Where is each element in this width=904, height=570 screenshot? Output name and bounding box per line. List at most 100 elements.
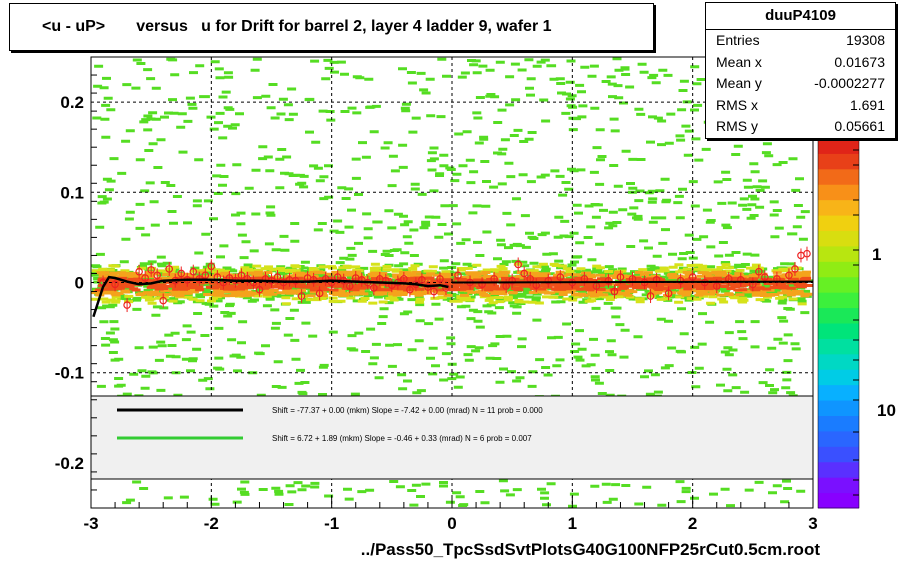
profile-point [201,271,210,280]
profile-point [646,292,655,300]
profile-point [604,276,613,285]
profile-point [249,278,258,287]
fit-layer [92,275,814,318]
profile-point [508,276,516,285]
profile-point [189,267,198,276]
profile-point [141,274,149,282]
colorbar-segment [818,477,859,494]
profile-point [315,289,324,298]
legend-layer: Shift = -77.37 + 0.00 (mkm) Slope = -7.4… [117,406,543,443]
legend-text: Shift = -77.37 + 0.00 (mkm) Slope = -7.4… [272,406,543,415]
colorbar-segment [818,492,859,509]
profile-point [791,265,799,273]
y-tick-label: -0.2 [55,454,84,473]
x-tick-label: -3 [83,514,98,533]
colorbar-segment [818,323,859,339]
chart-title: <u - uP> versus u for Drift for barrel 2… [42,18,552,35]
profile-point [406,285,414,294]
colorbar-segment [818,353,859,370]
colorbar-segment [818,261,859,278]
colorbar-segment [818,184,859,201]
colorbar-segment [818,430,859,447]
x-tick-label: 1 [568,514,577,533]
colorbar-tick-label: 1 [872,245,881,264]
profile-point [442,284,450,292]
stats-label: RMS x [716,96,758,113]
profile-point [327,278,336,287]
profile-point [309,275,318,284]
fit-line-right [451,280,814,284]
profile-point [418,275,426,284]
profile-point [688,273,697,281]
profile-point [803,249,811,258]
profile-point [514,260,522,269]
colorbar-tick-label: 10 [877,401,896,420]
y-tick-label: 0.2 [60,93,84,112]
colorbar-segment [818,230,859,247]
stats-row-mean-y: Mean y -0.0002277 [706,73,895,95]
colorbar-segment [818,384,859,401]
profile-point [255,285,264,294]
profile-point [297,292,306,300]
x-tick-label: -1 [324,514,339,533]
colorbar-segment [818,369,859,386]
colorbar-segment [818,138,859,154]
profile-point [345,282,354,290]
profile-point [400,275,408,283]
profile-point [755,267,763,276]
profile-point [153,271,161,280]
legend-text: Shift = 6.72 + 1.89 (mkm) Slope = -0.46 … [272,434,532,443]
colorbar-segment [818,307,859,324]
profile-point [761,273,769,281]
profile-point [147,266,155,274]
profile-point [207,262,216,271]
colorbar-segment [818,415,859,432]
y-tick-label: -0.1 [55,364,84,383]
profile-point [610,287,619,296]
profile-point [676,276,685,285]
colorbar-segment [818,215,859,231]
stats-value: 0.05661 [834,118,885,134]
profile-point [177,269,186,278]
profile-point [436,275,444,283]
profile-point [652,275,661,284]
profile-point [712,282,721,290]
title-box: <u - uP> versus u for Drift for barrel 2… [9,3,654,51]
stats-value: -0.0002277 [814,75,885,91]
x-tick-label: 0 [447,514,456,533]
profile-point [785,271,793,280]
footer-filename: ../Pass50_TpcSsdSvtPlotsG40G100NFP25rCut… [360,540,820,559]
profile-point [237,271,246,280]
colorbar-segment [818,446,859,463]
profile-point [430,287,438,296]
axis-layer: -3 -2 -1 0 1 2 3 -0.2 -0.1 0 0.1 0.2 [55,56,818,533]
stats-row-entries: Entries 19308 [706,30,895,52]
stats-label: Entries [716,32,760,48]
stats-row-mean-x: Mean x 0.01673 [706,52,895,74]
stats-name: duuP4109 [706,3,895,30]
colorbar: 1100 [817,93,896,509]
profile-point [616,273,625,281]
profile-point [135,267,143,276]
stats-box: duuP4109 Entries 19308 Mean x 0.01673 Me… [705,2,896,139]
fit-curve-black [92,275,449,318]
profile-point [243,275,252,283]
profile-point [369,284,378,292]
profile-point [478,280,486,289]
colorbar-segment [818,292,859,309]
stats-value: 1.691 [849,96,885,113]
colorbar-segment [818,276,859,293]
x-tick-label: -2 [204,514,219,533]
x-tick-label: 3 [808,514,817,533]
profile-point [664,289,673,298]
profile-point [544,276,553,285]
profile-point [111,280,119,289]
x-tick-label: 2 [688,514,697,533]
stats-row-rms-y: RMS y 0.05661 [706,116,895,138]
profile-point [159,296,168,305]
profile-point [520,269,529,278]
colorbar-segment [818,338,859,355]
colorbar-segment [818,168,859,185]
profile-point [454,271,462,280]
